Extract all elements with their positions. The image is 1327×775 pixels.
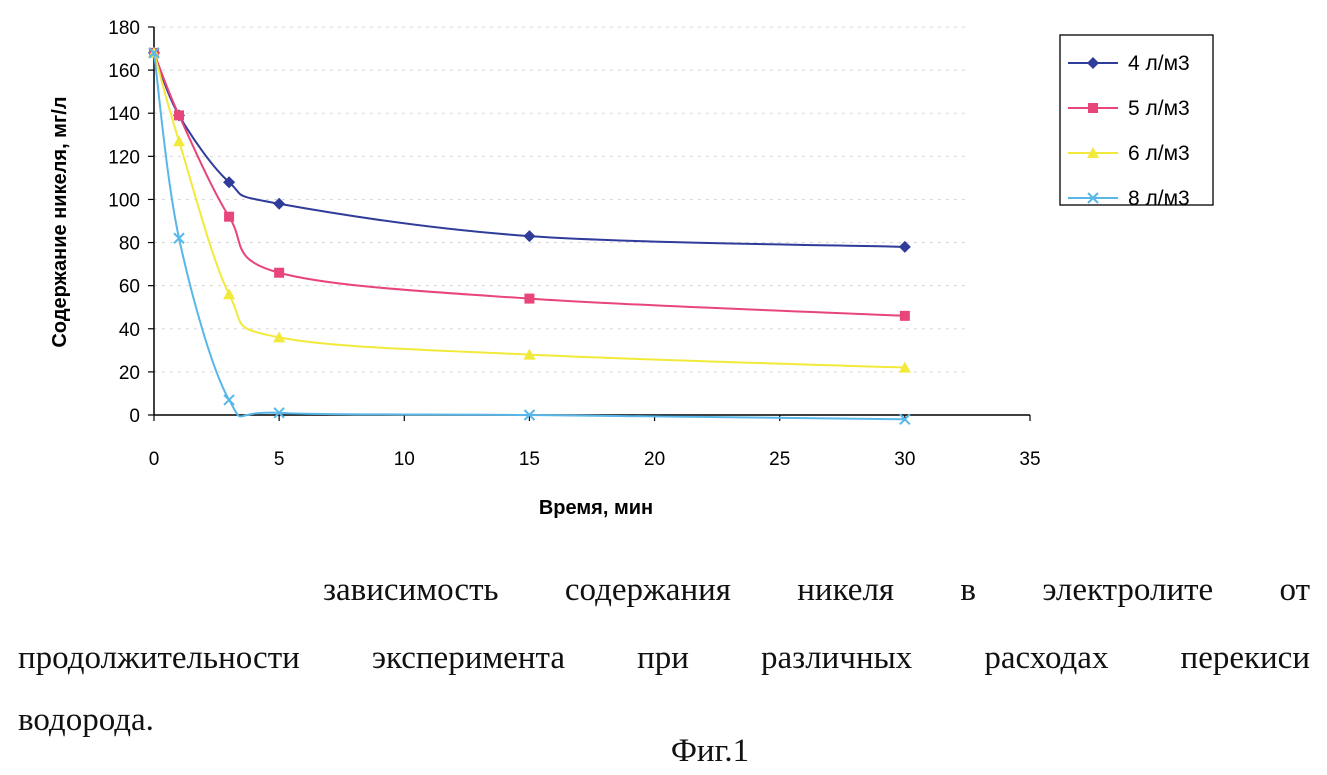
series-4 bbox=[148, 47, 911, 253]
legend-label: 4 л/м3 bbox=[1128, 52, 1190, 75]
y-tick-label: 20 bbox=[119, 363, 140, 384]
y-tick-label: 160 bbox=[108, 61, 140, 82]
legend-label: 5 л/м3 bbox=[1128, 97, 1190, 120]
y-tick-label: 100 bbox=[108, 190, 140, 211]
data-point bbox=[900, 311, 910, 321]
caption-line-2: продолжительности эксперимента при разли… bbox=[18, 640, 1310, 677]
legend: 4 л/м3 5 л/м3 6 л/м3 8 л/м3 bbox=[1060, 35, 1213, 210]
x-tick-label: 25 bbox=[769, 449, 790, 470]
data-point bbox=[523, 230, 535, 242]
x-tick-label: 0 bbox=[149, 449, 160, 470]
legend-label: 8 л/м3 bbox=[1128, 187, 1190, 210]
x-tick-label: 15 bbox=[519, 449, 540, 470]
data-point bbox=[224, 212, 234, 222]
series-5 bbox=[149, 48, 910, 321]
y-axis-title: Содержание никеля, мг/л bbox=[49, 96, 71, 347]
grid-lines bbox=[154, 27, 970, 372]
y-tick-label: 60 bbox=[119, 277, 140, 298]
data-point bbox=[274, 268, 284, 278]
y-tick-label: 0 bbox=[129, 406, 140, 427]
legend-label: 6 л/м3 bbox=[1128, 142, 1190, 165]
x-tick-label: 30 bbox=[894, 449, 915, 470]
y-tick-label: 80 bbox=[119, 234, 140, 255]
y-tick-label: 40 bbox=[119, 320, 140, 341]
x-tick-label: 10 bbox=[394, 449, 415, 470]
x-axis-ticks: 0 5 10 15 20 25 30 35 bbox=[149, 415, 1041, 470]
y-axis-ticks: 0 20 40 60 80 100 120 140 160 180 bbox=[108, 18, 154, 427]
series-6 bbox=[148, 47, 911, 373]
data-point bbox=[173, 135, 185, 146]
series-line-5 bbox=[154, 53, 905, 316]
x-tick-label: 5 bbox=[274, 449, 285, 470]
legend-marker bbox=[1088, 103, 1098, 113]
x-tick-label: 35 bbox=[1019, 449, 1040, 470]
data-series bbox=[148, 47, 911, 424]
y-tick-label: 140 bbox=[108, 104, 140, 125]
data-point bbox=[223, 288, 235, 299]
x-axis-title: Время, мин bbox=[539, 497, 653, 519]
x-tick-label: 20 bbox=[644, 449, 665, 470]
y-tick-label: 180 bbox=[108, 18, 140, 39]
figure-label: Фиг.1 bbox=[0, 733, 1327, 770]
y-tick-label: 120 bbox=[108, 147, 140, 168]
series-line-4 bbox=[154, 53, 905, 247]
caption-line-1: зависимость содержания никеля в электрол… bbox=[18, 572, 1310, 609]
data-point bbox=[174, 110, 184, 120]
series-line-6 bbox=[154, 53, 905, 368]
data-point bbox=[224, 395, 234, 405]
nickel-content-chart: 020406080100120140160180 05101520253035 … bbox=[0, 0, 1327, 560]
data-point bbox=[524, 294, 534, 304]
